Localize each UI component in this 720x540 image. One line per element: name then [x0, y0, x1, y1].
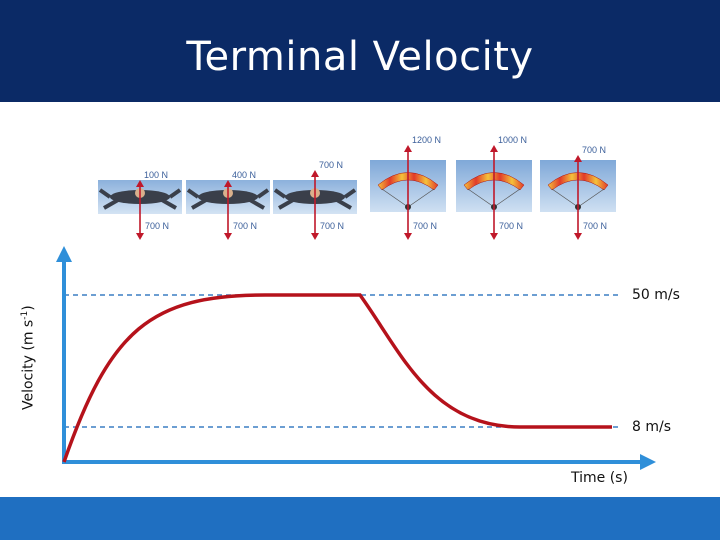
downward-arrowhead: [224, 233, 232, 240]
y-axis-label-text: Velocity (m s: [20, 319, 37, 410]
y-axis-label: Velocity (m s-1): [20, 305, 37, 410]
downward-arrowhead: [404, 233, 412, 240]
skydiver-arm-icon: [98, 188, 112, 199]
downward-force-label: 700 N: [233, 221, 257, 231]
parachute-line-icon: [467, 188, 495, 208]
force-frames: 100 N 700 N 400 N 700 N 700 N 700 N 1200 N 700 …: [98, 135, 616, 240]
x-axis-arrowhead: [640, 454, 656, 470]
force-frame: 700 N 700 N: [273, 160, 357, 240]
skydiver-arm-icon: [343, 188, 357, 199]
high-velocity-label: 50 m/s: [632, 287, 680, 303]
upward-arrowhead: [490, 145, 498, 152]
upward-force-label: 700 N: [582, 145, 606, 155]
upward-force-label: 400 N: [232, 170, 256, 180]
skydiver-leg-icon: [191, 198, 207, 210]
downward-force-label: 700 N: [145, 221, 169, 231]
parachute-line-icon: [577, 188, 605, 208]
parachute-canopy-icon: [463, 172, 525, 191]
upward-arrowhead: [404, 145, 412, 152]
force-frame: 1200 N 700 N: [370, 135, 446, 240]
force-frame: 100 N 700 N: [98, 170, 182, 240]
downward-arrowhead: [490, 233, 498, 240]
downward-arrowhead: [311, 233, 319, 240]
upward-force-label: 700 N: [319, 160, 343, 170]
low-velocity-label: 8 m/s: [632, 419, 672, 435]
downward-arrowhead: [574, 233, 582, 240]
upward-arrowhead: [136, 180, 144, 187]
skydiver-arm-icon: [256, 188, 270, 199]
y-axis-label-exponent: -1: [20, 310, 30, 320]
x-axis-label: Time (s): [571, 470, 628, 486]
skydiver-leg-icon: [161, 198, 177, 210]
parachute-canopy-icon: [377, 172, 439, 191]
downward-arrowhead: [136, 233, 144, 240]
upward-force-label: 1200 N: [412, 135, 441, 145]
skydiver-leg-icon: [278, 198, 294, 210]
skydiver-leg-icon: [336, 198, 352, 210]
parachute-line-icon: [407, 188, 435, 208]
title-bar: [0, 0, 720, 102]
upward-arrowhead: [311, 170, 319, 177]
parachute-canopy-icon: [547, 172, 609, 191]
parachute-line-icon: [493, 188, 521, 208]
footer-bar: [0, 497, 720, 540]
slide-title: Terminal Velocity: [186, 34, 534, 80]
parachute-line-icon: [551, 188, 579, 208]
skydiver-leg-icon: [249, 198, 265, 210]
y-axis-label-close: ): [20, 305, 37, 311]
downward-force-label: 700 N: [320, 221, 344, 231]
upward-force-label: 100 N: [144, 170, 168, 180]
upward-force-label: 1000 N: [498, 135, 527, 145]
skydiver-arm-icon: [186, 188, 200, 199]
skydiver-leg-icon: [103, 198, 119, 210]
downward-force-label: 700 N: [583, 221, 607, 231]
velocity-time-curve: [62, 293, 612, 463]
force-frame: 700 N 700 N: [540, 145, 616, 240]
parachute-line-icon: [381, 188, 409, 208]
force-frame: 400 N 700 N: [186, 170, 270, 240]
downward-force-label: 700 N: [499, 221, 523, 231]
skydiver-arm-icon: [168, 188, 182, 199]
upward-arrowhead: [224, 180, 232, 187]
skydiver-arm-icon: [273, 188, 287, 199]
force-frame: 1000 N 700 N: [456, 135, 532, 240]
upward-arrowhead: [574, 155, 582, 162]
y-axis-arrowhead: [56, 246, 72, 262]
downward-force-label: 700 N: [413, 221, 437, 231]
